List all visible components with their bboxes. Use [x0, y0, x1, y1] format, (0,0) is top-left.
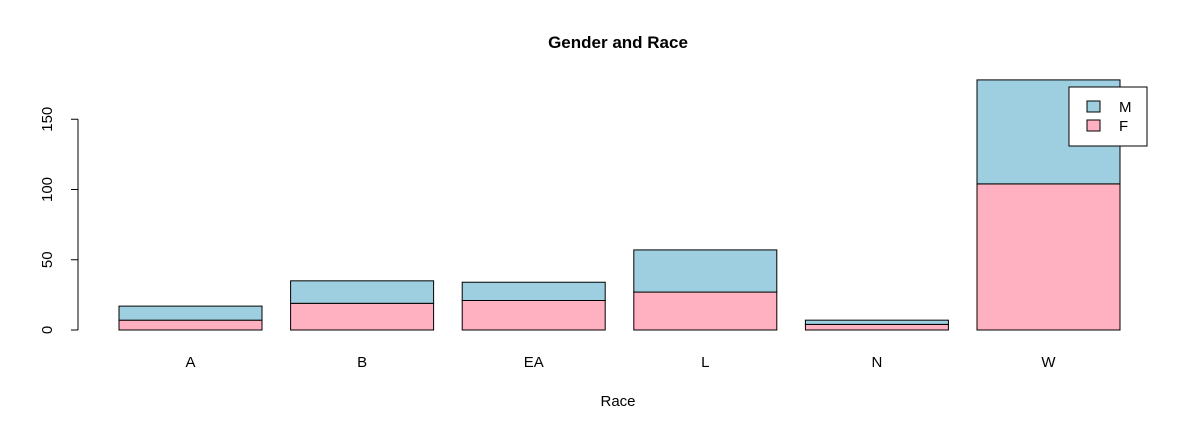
legend-label-f: F: [1119, 118, 1128, 135]
x-tick-label: B: [357, 354, 367, 371]
x-tick-label: A: [185, 354, 195, 371]
legend-label-m: M: [1119, 99, 1132, 116]
bar-n-f: [804, 323, 949, 331]
bar-a-f: [118, 319, 263, 331]
bar-l-f: [633, 291, 778, 331]
bar-l-m: [633, 249, 778, 293]
y-tick-label: 150: [39, 107, 56, 132]
bar-ea-f: [461, 299, 606, 331]
bar-n-m: [804, 319, 949, 325]
bar-b-f: [290, 302, 435, 331]
bar-b-m: [290, 280, 435, 304]
y-tick-label: 100: [39, 177, 56, 202]
chart-title: Gender and Race: [548, 33, 688, 52]
x-tick-label: W: [1041, 354, 1056, 371]
legend-swatch-f: [1086, 119, 1101, 132]
bars: [118, 79, 1121, 331]
y-tick-label: 0: [39, 326, 56, 334]
bar-a-m: [118, 305, 263, 321]
x-tick-labels: A B EA L N W: [185, 354, 1056, 371]
x-tick-label: N: [871, 354, 882, 371]
y-tick-label: 50: [39, 251, 56, 268]
legend-swatch-m: [1086, 100, 1101, 113]
bar-ea-m: [461, 281, 606, 301]
bar-w-f: [976, 183, 1121, 331]
legend-box: [1068, 86, 1148, 147]
legend: MF: [1068, 86, 1148, 147]
x-tick-label: L: [701, 354, 709, 371]
y-axis: 0 50 100 150: [39, 107, 79, 334]
x-tick-label: EA: [524, 354, 544, 371]
x-axis-label: Race: [600, 393, 635, 410]
